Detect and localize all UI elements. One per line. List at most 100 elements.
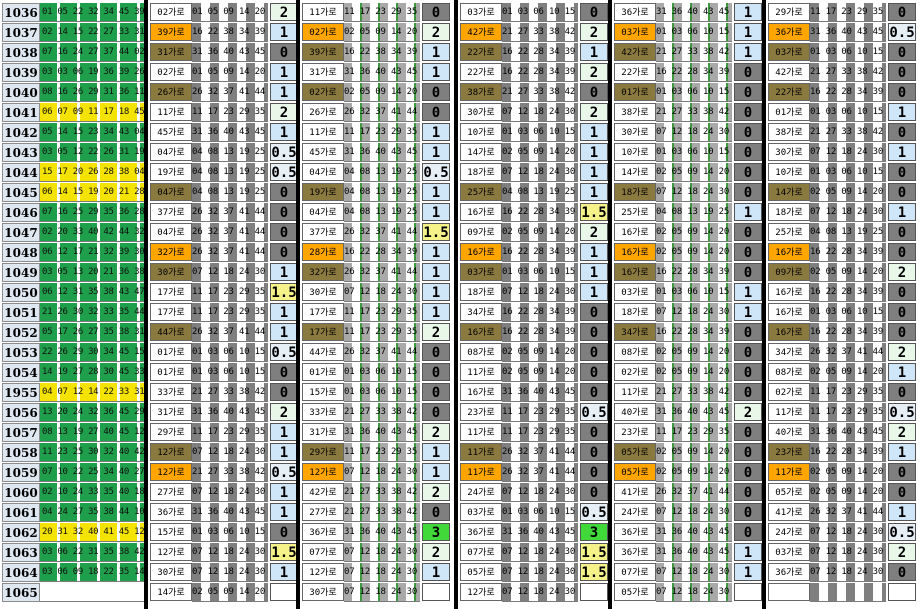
score-value: 1 [422, 203, 450, 221]
score-value: 2 [422, 423, 450, 441]
row-group-label: 03가로 [460, 3, 502, 21]
number-set: 11 17 23 29 35 [344, 303, 420, 322]
row-group-label: 23가로 [614, 423, 656, 441]
score-value: 0 [734, 423, 762, 441]
score-value: 0 [422, 103, 450, 121]
round-number: 1056 [2, 403, 40, 422]
number-set: 26 32 37 41 44 [344, 263, 420, 282]
number-set: 11 17 23 29 35 [502, 403, 578, 422]
score-value: 0 [580, 423, 608, 441]
round-number: 1046 [2, 203, 40, 222]
number-set: 07 12 18 24 30 [192, 443, 268, 462]
score-value: 0 [270, 383, 298, 401]
score-value: 0 [734, 63, 762, 81]
score-value: 1 [580, 123, 608, 141]
number-set: 07 12 18 24 30 [192, 563, 268, 582]
row-group-label: 39가로 [302, 43, 344, 61]
score-value: 1 [734, 3, 762, 21]
score-value: 1 [270, 303, 298, 321]
score-value: 2 [580, 23, 608, 41]
row-group-label: 44가로 [302, 343, 344, 361]
number-set: 02 05 09 14 20 [502, 143, 578, 162]
winning-numbers: 03 06 22 31 35 38 42 [40, 543, 146, 562]
score-value: 1 [422, 123, 450, 141]
winning-numbers: 02 10 24 33 35 40 18 [40, 483, 146, 502]
number-set: 16 22 28 34 39 [502, 63, 578, 82]
row-group-label: 24가로 [614, 503, 656, 521]
score-value [580, 583, 608, 601]
score-value: 0 [734, 243, 762, 261]
score-value: 1 [270, 23, 298, 41]
score-value: 0.5 [270, 163, 298, 181]
number-set: 02 05 09 14 20 [656, 443, 732, 462]
number-set: 04 08 13 19 25 [344, 163, 420, 182]
row-group-label: 12가로 [150, 463, 192, 481]
score-value: 0 [422, 403, 450, 421]
score-value: 0 [270, 43, 298, 61]
score-value: 1 [580, 183, 608, 201]
number-set: 26 32 37 41 44 [192, 203, 268, 222]
round-number: 1062 [2, 523, 40, 542]
row-group-label: 42가로 [302, 483, 344, 501]
row-group-label: 45가로 [150, 123, 192, 141]
winning-numbers: 02 20 33 40 42 44 32 [40, 223, 146, 242]
row-group-label: 03가로 [614, 283, 656, 301]
row-group-label: 01가로 [150, 343, 192, 361]
number-set: 11 17 23 29 35 [344, 323, 420, 342]
number-set: 26 32 37 41 44 [810, 343, 886, 362]
score-value: 2 [270, 3, 298, 21]
row-group-label: 11가로 [768, 403, 810, 421]
number-set: 07 12 18 24 30 [502, 563, 578, 582]
number-set: 07 12 18 24 30 [810, 543, 886, 562]
number-set: 07 12 18 24 30 [344, 463, 420, 482]
row-group-label: 07가로 [302, 543, 344, 561]
score-value: 2 [888, 343, 916, 361]
number-set: 31 36 40 43 45 [192, 43, 268, 62]
score-value: 0 [888, 83, 916, 101]
row-group-label: 11가로 [302, 3, 344, 21]
row-group-label: 04가로 [302, 163, 344, 181]
number-set: 02 05 09 14 20 [656, 363, 732, 382]
number-set: 26 32 37 41 44 [502, 463, 578, 482]
score-value: 0 [888, 123, 916, 141]
round-number: 1045 [2, 183, 40, 202]
score-value: 1 [422, 243, 450, 261]
number-set: 31 36 40 43 45 [192, 503, 268, 522]
score-value: 0 [734, 483, 762, 501]
row-group-label: 02가로 [302, 23, 344, 41]
score-value: 0 [888, 183, 916, 201]
row-group-label: 41가로 [614, 483, 656, 501]
number-set: 26 32 37 41 44 [344, 343, 420, 362]
round-number: 1054 [2, 363, 40, 382]
round-number: 1036 [2, 3, 40, 22]
row-group-label: 08가로 [460, 343, 502, 361]
number-set: 07 12 18 24 30 [192, 543, 268, 562]
row-group-label: 12가로 [460, 583, 502, 601]
score-value: 0 [734, 343, 762, 361]
number-set: 01 03 06 10 15 [656, 283, 732, 302]
row-group-label: 10가로 [768, 163, 810, 181]
score-value: 0 [734, 123, 762, 141]
row-group-label: 34가로 [768, 343, 810, 361]
column-separator [608, 0, 612, 609]
round-number: 1052 [2, 323, 40, 342]
row-group-label: 16가로 [460, 203, 502, 221]
row-group-label: 17가로 [150, 303, 192, 321]
number-set: 07 12 18 24 30 [810, 523, 886, 542]
score-value: 0 [888, 483, 916, 501]
number-set: 01 03 06 10 15 [810, 163, 886, 182]
row-group-label: 17가로 [302, 323, 344, 341]
number-set: 21 27 33 38 42 [344, 483, 420, 502]
row-group-label: 14가로 [150, 583, 192, 601]
score-value: 0 [888, 63, 916, 81]
row-group-label: 24가로 [460, 483, 502, 501]
score-value: 1.5 [580, 543, 608, 561]
winning-numbers: 08 13 19 27 40 45 12 [40, 423, 146, 442]
row-group-label: 12가로 [150, 543, 192, 561]
number-set: 16 22 28 34 39 [656, 63, 732, 82]
row-group-label: 31가로 [150, 43, 192, 61]
winning-numbers: 07 10 22 25 34 40 27 [40, 463, 146, 482]
number-set: 01 03 06 10 15 [656, 83, 732, 102]
score-value: 0 [422, 83, 450, 101]
row-group-label: 11가로 [460, 363, 502, 381]
